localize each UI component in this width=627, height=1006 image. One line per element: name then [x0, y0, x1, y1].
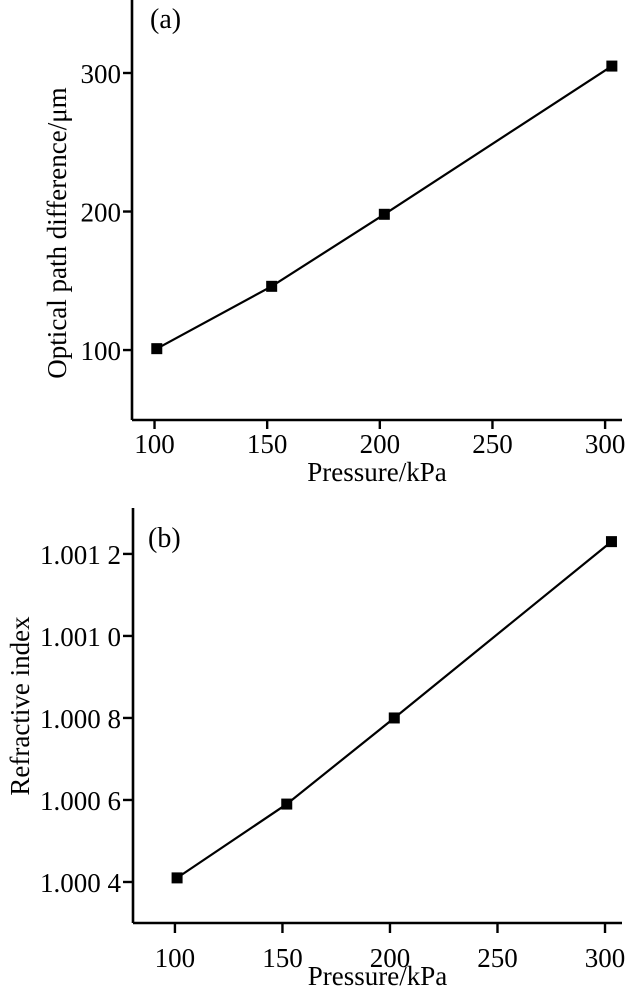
x-tick-label: 300: [585, 943, 626, 973]
y-tick-label: 200: [81, 198, 122, 228]
y-tick-label: 1.000 8: [40, 704, 121, 734]
panel-label-b: (b): [148, 523, 181, 554]
x-tick-label: 100: [155, 943, 196, 973]
data-point: [605, 536, 617, 548]
x-tick-label: 300: [585, 429, 626, 459]
data-point: [378, 208, 390, 220]
chart-b-plot: 100 150 200 250 300 1.000 4 1.000 6 1.000 8 1.00…: [40, 508, 625, 973]
x-tick-label: 150: [247, 429, 288, 459]
data-line: [156, 65, 613, 350]
y-tick-label: 1.001 0: [40, 622, 121, 652]
data-point: [606, 60, 618, 72]
x-tick-label: 200: [360, 429, 401, 459]
data-point: [151, 343, 163, 355]
x-tick-label: 200: [370, 943, 411, 973]
y-tick-label: 100: [81, 336, 122, 366]
data-point: [281, 798, 293, 810]
chart-a-plot: 100 150 200 250 300 100 200 300: [81, 0, 626, 459]
data-point: [388, 712, 400, 724]
panel-label-a: (a): [150, 4, 182, 35]
data-line: [176, 540, 613, 879]
x-axis-label-a: Pressure/kPa: [307, 457, 447, 487]
x-tick-label: 100: [134, 429, 175, 459]
y-tick-label: 1.000 6: [40, 786, 121, 816]
y-tick-label: 1.001 2: [40, 540, 121, 570]
data-point: [171, 872, 183, 884]
data-point: [266, 280, 278, 292]
x-axis-label-b: Pressure/kPa: [307, 961, 448, 991]
x-tick-label: 250: [472, 429, 513, 459]
x-tick-label: 250: [477, 943, 518, 973]
y-tick-label: 1.000 4: [40, 868, 122, 898]
y-axis-label-b: Refractive index: [5, 616, 35, 796]
y-tick-label: 300: [81, 59, 122, 89]
x-tick-label: 150: [262, 943, 303, 973]
